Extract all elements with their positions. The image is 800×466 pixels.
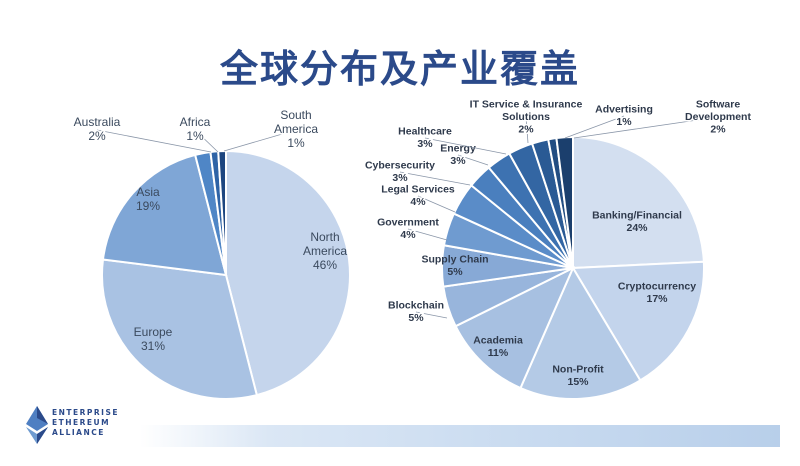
data-label-africa-name: Africa (180, 115, 211, 129)
logo-line-1: ENTERPRISE (52, 408, 120, 417)
pie-slice-software-development (555, 135, 574, 269)
data-label-software-development-name: Software (696, 98, 741, 110)
data-label-north-america-name: America (303, 244, 347, 258)
logo-text: ENTERPRISE ETHEREUM ALLIANCE (52, 408, 142, 438)
data-label-asia-name: Asia (136, 185, 160, 199)
eea-logo-icon (26, 406, 48, 444)
leader-line-africa (194, 129, 219, 153)
pie-slice-banking-financial (572, 135, 705, 270)
data-label-government-value: 4% (400, 229, 416, 241)
data-label-cybersecurity-name: Cybersecurity (365, 160, 435, 172)
data-label-north-america-name: North (310, 230, 339, 244)
data-label-south-america-value: 1% (287, 136, 305, 150)
pie-slice-south-america (217, 149, 227, 276)
data-label-energy-name: Energy (440, 143, 476, 155)
footer-decoration (140, 425, 780, 447)
leader-line-advertising (564, 115, 625, 139)
data-label-legal-services-value: 4% (410, 196, 426, 208)
data-label-healthcare-name: Healthcare (398, 126, 452, 138)
data-label-it-service-insurance-solutions-value: 2% (518, 123, 534, 135)
data-label-cybersecurity-value: 3% (392, 172, 408, 184)
leader-line-australia (96, 129, 212, 153)
data-label-supply-chain-value: 5% (447, 266, 463, 278)
leader-line-south-america (223, 129, 297, 152)
data-label-north-america-value: 46% (313, 258, 337, 272)
data-label-legal-services-name: Legal Services (381, 184, 455, 196)
data-label-south-america-name: South (280, 108, 311, 122)
data-label-blockchain-name: Blockchain (388, 300, 444, 312)
data-label-it-service-insurance-solutions-name: Solutions (502, 111, 550, 123)
data-label-software-development-value: 2% (710, 123, 726, 135)
data-label-australia-name: Australia (74, 115, 121, 129)
data-label-non-profit-value: 15% (567, 376, 589, 388)
logo-line-2: ETHEREUM (52, 418, 111, 427)
data-label-south-america-name: America (274, 122, 318, 136)
data-label-cryptocurrency-value: 17% (646, 293, 668, 305)
data-label-supply-chain-name: Supply Chain (421, 254, 488, 266)
leader-line-energy (457, 154, 489, 166)
data-label-healthcare-value: 3% (417, 138, 433, 150)
data-label-asia-value: 19% (136, 199, 160, 213)
leader-line-software-development (573, 116, 719, 139)
data-label-energy-value: 3% (450, 155, 466, 167)
pie-slice-academia (454, 265, 576, 390)
data-label-non-profit-name: Non-Profit (552, 364, 604, 376)
data-label-banking-financial-name: Banking/Financial (592, 210, 682, 222)
data-label-advertising-name: Advertising (595, 104, 653, 116)
leader-line-healthcare (424, 137, 507, 155)
leader-line-it-service-insurance-solutions (525, 116, 529, 144)
pie-chart-1: NorthAmerica46%Europe31%Asia19%Australia… (72, 107, 351, 400)
leader-line-cybersecurity (399, 171, 471, 186)
leader-line-legal-services (417, 195, 456, 213)
data-label-advertising-value: 1% (616, 116, 632, 128)
data-label-europe-value: 31% (141, 339, 165, 353)
data-label-academia-name: Academia (473, 335, 523, 347)
data-label-cryptocurrency-name: Cryptocurrency (618, 281, 696, 293)
leader-line-government (407, 228, 448, 241)
data-label-banking-financial-value: 24% (626, 222, 648, 234)
page-title: 全球分布及产业覆盖 (219, 47, 580, 91)
data-label-it-service-insurance-solutions-name: IT Service & Insurance (470, 98, 583, 110)
leader-line-blockchain (415, 311, 448, 319)
pie-slice-europe (101, 258, 259, 400)
data-label-academia-value: 11% (488, 347, 509, 359)
pie-slice-cryptocurrency (571, 260, 705, 382)
pie-slice-asia (101, 153, 228, 277)
pie-slice-non-profit (519, 265, 642, 400)
data-label-government-name: Government (377, 217, 439, 229)
logo-line-3: ALLIANCE (52, 428, 105, 437)
data-label-europe-name: Europe (134, 325, 173, 339)
pie-slice-north-america (225, 149, 351, 397)
data-label-software-development-name: Development (685, 111, 751, 123)
data-label-australia-value: 2% (88, 129, 106, 143)
data-label-africa-value: 1% (186, 129, 204, 143)
data-label-blockchain-value: 5% (408, 312, 424, 324)
